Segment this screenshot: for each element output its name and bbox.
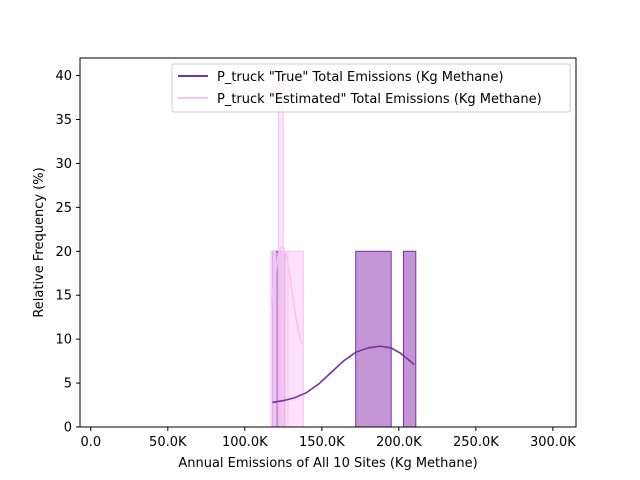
y-tick-label: 20 bbox=[55, 245, 72, 260]
kde-curve-true bbox=[272, 345, 415, 404]
x-axis-label: Annual Emissions of All 10 Sites (Kg Met… bbox=[178, 456, 477, 471]
legend-label-true: P_truck "True" Total Emissions (Kg Metha… bbox=[217, 70, 504, 85]
y-tick-label: 10 bbox=[55, 333, 72, 348]
histogram-bar bbox=[355, 250, 392, 428]
y-axis-ticks: 0 5 10 15 20 25 30 35 40 bbox=[55, 69, 80, 436]
legend-box bbox=[171, 63, 571, 113]
y-tick-label: 35 bbox=[55, 113, 72, 128]
y-tick-label: 40 bbox=[55, 69, 72, 84]
y-tick-label: 0 bbox=[64, 421, 72, 436]
kde-curves bbox=[270, 245, 415, 404]
x-tick-label: 200.0K bbox=[376, 435, 422, 450]
x-tick-label: 250.0K bbox=[453, 435, 499, 450]
kde-curve-estimated bbox=[270, 245, 303, 344]
histogram-bars bbox=[270, 75, 417, 428]
histogram-bar bbox=[402, 250, 417, 428]
legend: P_truck "True" Total Emissions (Kg Metha… bbox=[171, 63, 571, 113]
x-tick-label: 50.0K bbox=[149, 435, 187, 450]
y-axis-label: Relative Frequency (%) bbox=[32, 167, 47, 317]
x-tick-label: 300.0K bbox=[530, 435, 576, 450]
x-tick-label: 150.0K bbox=[299, 435, 345, 450]
x-tick-label: 0.0 bbox=[80, 435, 101, 450]
x-tick-label: 100.0K bbox=[222, 435, 268, 450]
plot-frame bbox=[79, 57, 577, 428]
y-tick-label: 30 bbox=[55, 157, 72, 172]
x-axis-ticks: 0.0 50.0K 100.0K 150.0K 200.0K 250.0K 300.0K bbox=[80, 427, 576, 450]
y-tick-label: 25 bbox=[55, 201, 72, 216]
y-tick-label: 15 bbox=[55, 289, 72, 304]
y-tick-label: 5 bbox=[64, 377, 72, 392]
legend-label-estimated: P_truck "Estimated" Total Emissions (Kg … bbox=[217, 92, 542, 107]
